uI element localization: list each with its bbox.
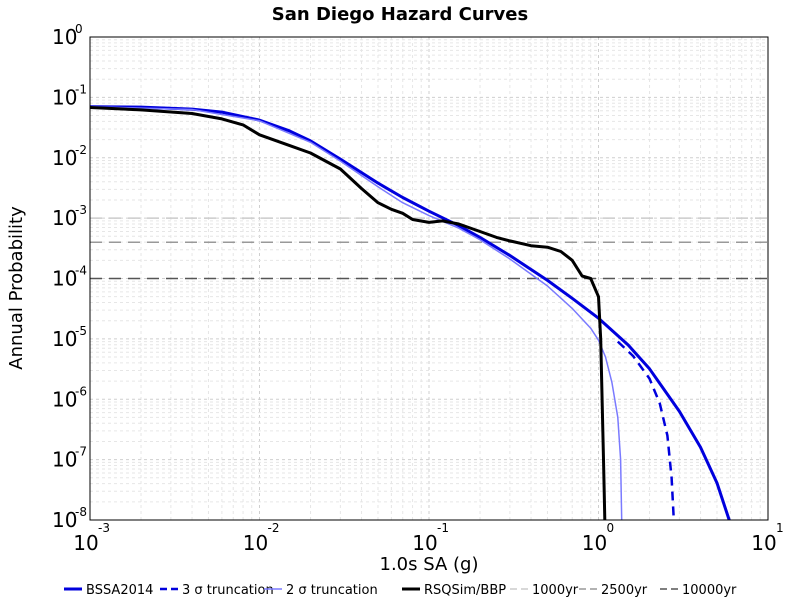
series-line-2-truncation [89,105,623,521]
legend-item-bssa2014: BSSA2014 [64,583,153,598]
y-tick-base: 10 [52,387,77,411]
legend-label: 10000yr [682,583,737,598]
y-tick-label: 10-2 [52,143,87,170]
y-tick-base: 10 [52,267,77,291]
y-axis-label: Annual Probability [6,206,27,370]
x-tick-base: 10 [73,531,98,555]
legend-label: 1000yr [532,583,579,598]
y-tick-exponent: -1 [75,82,87,96]
y-tick-exponent: -3 [75,203,87,217]
x-tick-base: 10 [412,531,437,555]
series-line-rsqsim-bbp [89,106,607,521]
y-tick-exponent: -2 [75,143,87,157]
legend-item-rsqsim-bbp: RSQSim/BBP [402,583,506,598]
series-line-3-truncation [616,340,676,521]
series-layer [89,105,768,521]
x-tick-base: 10 [243,531,268,555]
legend-label: 2 σ truncation [286,583,378,598]
legend: BSSA2014 3 σ truncation 2 σ truncation RSQS… [64,583,737,598]
series-line-bssa2014 [89,105,731,521]
y-tick-base: 10 [52,327,77,351]
x-tick-exponent: -2 [268,521,280,535]
legend-item-3-truncation: 3 σ truncation [160,583,274,598]
y-tick-base: 10 [52,508,77,532]
y-tick-label: 10-3 [52,203,87,230]
y-tick-label: 100 [52,22,83,49]
y-tick-label: 10-1 [52,82,87,109]
legend-item-2-truncation: 2 σ truncation [264,583,378,598]
x-tick-label: 100 [582,521,614,555]
y-tick-label: 10-4 [52,264,87,291]
y-tick-exponent: 0 [75,22,83,36]
x-tick-label: 10-2 [243,521,280,555]
y-tick-base: 10 [52,85,77,109]
y-tick-exponent: -5 [75,324,87,338]
x-tick-base: 10 [751,531,776,555]
y-tick-base: 10 [52,25,77,49]
y-tick-exponent: -8 [75,505,87,519]
legend-label: 2500yr [601,583,648,598]
x-tick-exponent: 0 [607,521,615,535]
x-tick-label: 101 [751,521,783,555]
chart-title: San Diego Hazard Curves [272,4,528,25]
plot-frame [89,36,769,521]
legend-item-10000yr: 10000yr [660,583,737,598]
legend-label: RSQSim/BBP [424,583,506,598]
legend-label: BSSA2014 [86,583,153,598]
y-tick-label: 10-7 [52,445,87,472]
x-tick-base: 10 [582,531,607,555]
y-tick-label: 10-6 [52,384,87,411]
y-tick-base: 10 [52,206,77,230]
y-tick-label: 10-8 [52,505,87,532]
x-tick-exponent: 1 [776,521,784,535]
y-tick-base: 10 [52,448,77,472]
x-tick-exponent: -1 [437,521,449,535]
x-tick-exponent: -3 [98,521,110,535]
y-tick-label: 10-5 [52,324,87,351]
x-tick-label: 10-3 [73,521,110,555]
x-tick-label: 10-1 [412,521,449,555]
y-tick-base: 10 [52,146,77,170]
legend-item-1000yr: 1000yr [510,583,579,598]
legend-item-2500yr: 2500yr [579,583,648,598]
x-axis-label: 1.0s SA (g) [380,554,479,575]
y-tick-exponent: -7 [75,445,87,459]
y-tick-exponent: -4 [75,264,87,278]
legend-label: 3 σ truncation [182,583,274,598]
y-tick-exponent: -6 [75,384,87,398]
